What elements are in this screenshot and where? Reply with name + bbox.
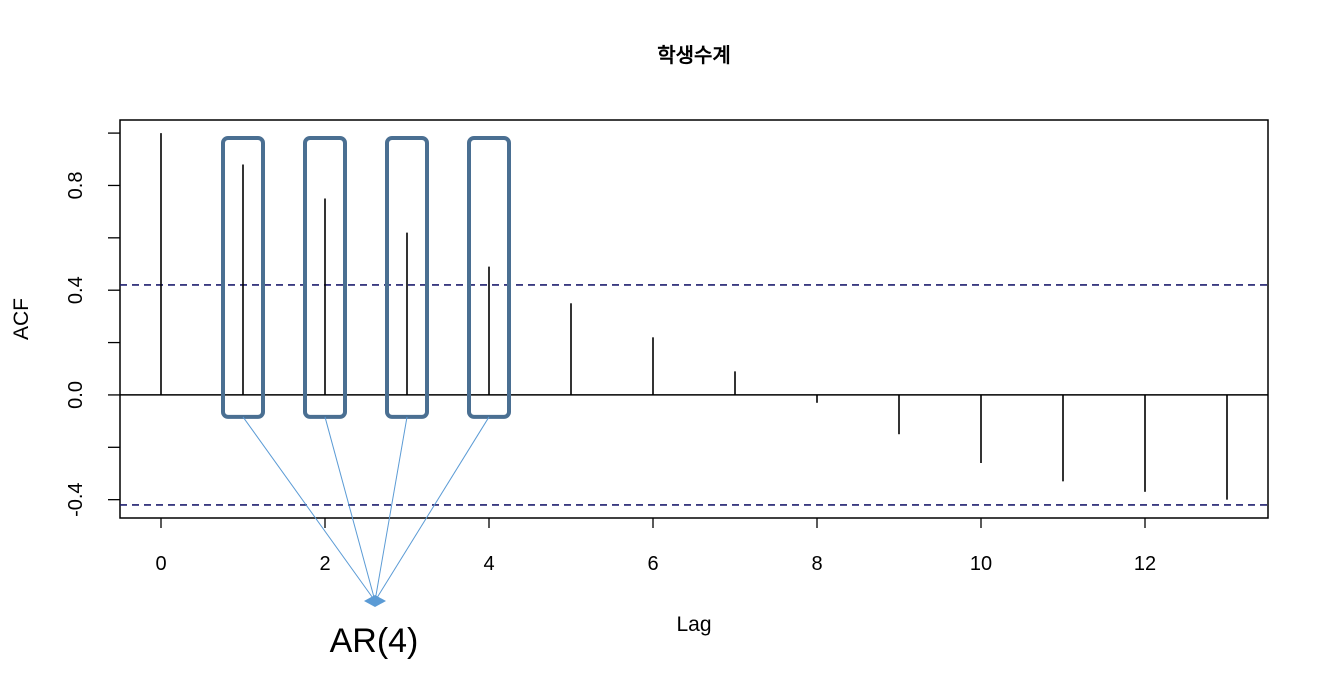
y-tick-label: -0.4 <box>65 482 87 516</box>
x-tick-label: 2 <box>319 553 330 575</box>
y-axis-label: ACF <box>10 298 33 340</box>
annotation-lines <box>242 416 490 607</box>
annotation-line <box>242 416 376 602</box>
y-tick-label: 0.8 <box>65 172 87 200</box>
acf-bars <box>160 133 1228 500</box>
x-tick-label: 6 <box>647 553 658 575</box>
annotation-line <box>374 416 408 602</box>
y-tick-label: 0.0 <box>65 381 87 409</box>
annotation-marker <box>364 595 386 607</box>
x-tick-label: 0 <box>155 553 166 575</box>
x-tick-label: 10 <box>970 553 992 575</box>
x-tick-label: 12 <box>1134 553 1156 575</box>
annotation-line <box>374 416 490 602</box>
x-axis-label: Lag <box>676 613 711 636</box>
axes: 0 2 4 6 8 10 12 -0.4 0.0 0.4 0.8 <box>65 119 1269 575</box>
x-tick-label: 4 <box>483 553 494 575</box>
annotation-line <box>324 416 376 602</box>
annotation-label: AR(4) <box>330 622 419 660</box>
plot-frame <box>119 119 1269 519</box>
highlight-boxes <box>221 136 511 419</box>
chart-title: 학생수계 <box>657 43 731 67</box>
y-tick-label: 0.4 <box>65 276 87 304</box>
x-tick-label: 8 <box>811 553 822 575</box>
